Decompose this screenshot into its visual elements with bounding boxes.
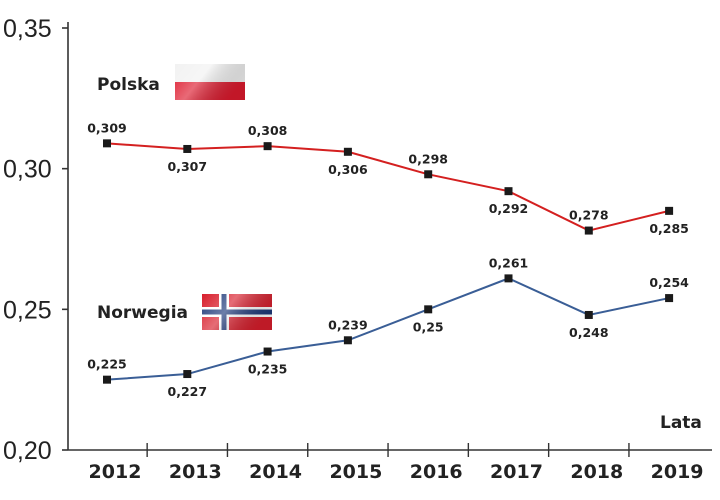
- x-tick-label: 2019: [651, 461, 704, 483]
- x-ticks: 2012 2013 2014 2015 2016 2017 2018 2019: [89, 443, 704, 483]
- data-point: [584, 226, 593, 235]
- x-tick-label: 2017: [490, 461, 543, 483]
- data-point: [343, 147, 352, 156]
- series-name-polska: Polska: [97, 75, 160, 95]
- x-tick-label: 2016: [410, 461, 463, 483]
- x-tick-label: 2014: [249, 461, 302, 483]
- norway-flag: [202, 294, 272, 330]
- data-label: 0,235: [248, 362, 288, 377]
- data-point: [263, 347, 272, 356]
- data-point: [424, 170, 433, 179]
- x-axis-label: Lata: [660, 413, 702, 433]
- data-point: [665, 294, 674, 303]
- data-point: [584, 310, 593, 319]
- data-label: 0,307: [168, 159, 208, 174]
- x-tick-label: 2015: [329, 461, 382, 483]
- y-tick-label: 0,30: [3, 156, 52, 184]
- data-point: [504, 187, 513, 196]
- data-label: 0,308: [248, 123, 288, 138]
- y-tick-label: 0,20: [3, 437, 52, 465]
- data-point: [183, 144, 192, 153]
- poland-flag: [175, 64, 245, 100]
- data-point: [343, 336, 352, 345]
- data-label: 0,261: [489, 255, 529, 270]
- data-label: 0,225: [87, 357, 127, 372]
- x-tick-label: 2013: [169, 461, 222, 483]
- x-tick-label: 2012: [89, 461, 142, 483]
- series-line-norwegia: [106, 277, 670, 381]
- data-point: [103, 375, 111, 384]
- data-label: 0,227: [168, 384, 208, 399]
- series-layer: 0,309 0,307 0,308 0,306 0,298 0,292 0,278 0,285…: [87, 120, 689, 399]
- data-point: [263, 142, 272, 151]
- data-label: 0,248: [569, 325, 609, 340]
- series-line-polska: [106, 142, 670, 232]
- data-label: 0,239: [328, 317, 368, 332]
- data-point: [424, 305, 433, 314]
- data-label: 0,309: [87, 120, 127, 135]
- data-label: 0,292: [489, 201, 529, 216]
- y-tick-label: 0,35: [3, 15, 52, 43]
- data-point: [183, 370, 192, 379]
- data-point: [504, 274, 513, 283]
- data-point: [103, 139, 111, 148]
- x-tick-label: 2018: [570, 461, 623, 483]
- data-label: 0,254: [649, 275, 689, 290]
- data-label: 0,25: [413, 319, 444, 334]
- series-name-norwegia: Norwegia: [97, 303, 188, 323]
- data-point: [665, 206, 674, 215]
- data-label: 0,306: [328, 162, 368, 177]
- data-label: 0,278: [569, 208, 609, 223]
- data-label: 0,298: [408, 151, 448, 166]
- data-label: 0,285: [649, 221, 689, 236]
- y-ticks: 0,20 0,25 0,30 0,35: [3, 15, 68, 465]
- y-tick-label: 0,25: [3, 296, 52, 324]
